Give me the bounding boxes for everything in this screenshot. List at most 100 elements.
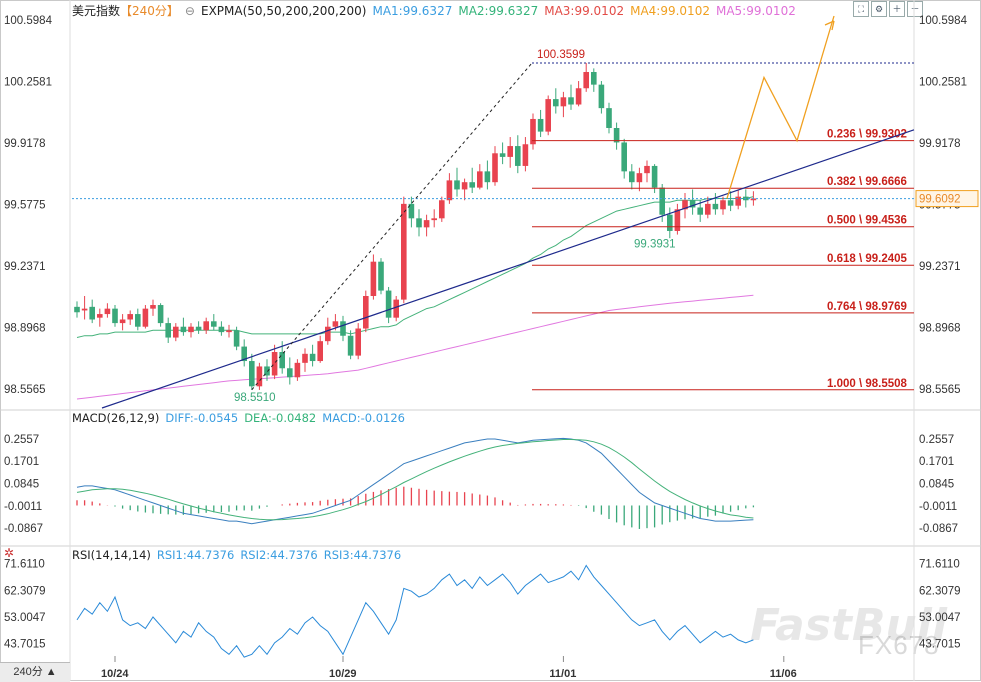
rsi3-value: RSI3:44.7376 (323, 548, 402, 562)
macd-y-tick-left: 0.2557 (4, 434, 39, 446)
candle-body (553, 99, 559, 107)
candle-body (309, 353, 316, 362)
candle-body (408, 203, 415, 219)
candle-body (325, 326, 331, 342)
current-price-box (915, 190, 979, 208)
candle-body (439, 200, 445, 219)
fib-level-label: 0.618 \ 99.2405 (827, 253, 908, 265)
fib-level-label: 0.236 \ 99.9302 (827, 129, 907, 141)
rsi-y-tick-left: 53.0047 (4, 612, 46, 624)
candle-body (332, 321, 339, 327)
candle-body (127, 314, 133, 320)
macd-value: MACD:-0.0126 (322, 411, 406, 425)
current-price-label: 99.6092 (919, 194, 961, 206)
candle-body (720, 200, 726, 210)
candle-body (355, 328, 361, 356)
projection-path (726, 15, 835, 199)
y-tick-left: 99.2371 (4, 261, 46, 273)
candle-body (712, 203, 719, 210)
candle-body (279, 352, 285, 369)
zoom-out-icon[interactable]: － (907, 1, 923, 17)
candle-body (173, 326, 179, 338)
macd-diff: DIFF:-0.0545 (165, 411, 239, 425)
candle-body (613, 128, 620, 143)
rsi1-value: RSI1:44.7376 (156, 548, 235, 562)
y-tick-right: 98.8968 (919, 322, 961, 334)
y-tick-left: 99.5775 (4, 199, 46, 211)
candle-body (218, 326, 225, 333)
y-tick-left: 100.2581 (4, 76, 52, 88)
candle-body (583, 72, 589, 89)
rsi2-value: RSI2:44.7376 (240, 548, 318, 562)
candle-body (271, 352, 278, 376)
candle-body (302, 353, 308, 363)
rsi-y-tick-right: 71.6110 (919, 559, 960, 571)
annotation-low: 99.3931 (634, 239, 676, 251)
rsi-y-tick-left: 62.3079 (4, 585, 46, 597)
settings-icon[interactable]: ⚙ (871, 1, 887, 17)
candle-body (385, 290, 392, 318)
candle-body (203, 321, 209, 331)
candle-body (522, 144, 529, 166)
rsi-header: RSI(14,14,14) RSI1:44.7376 RSI2:44.7376 RSI… (72, 548, 407, 562)
candle-body (423, 220, 430, 228)
candle-body (401, 203, 407, 300)
candle-body (499, 153, 506, 157)
period-button[interactable]: 240分 ▲ (0, 662, 70, 682)
candle-body (735, 196, 741, 206)
x-tick-label: 10/29 (329, 668, 357, 680)
candle-body (378, 261, 384, 291)
fib-level-label: 0.764 \ 98.9769 (827, 301, 907, 313)
candle-body (431, 218, 437, 221)
y-tick-right: 100.2581 (919, 76, 967, 88)
candle-body (211, 321, 217, 327)
candle-body (416, 218, 422, 228)
candle-body (249, 361, 255, 387)
rsi-y-tick-right: 62.3079 (919, 585, 961, 597)
fullscreen-icon[interactable]: ⛶ (853, 1, 869, 17)
macd-y-tick-left: -0.0867 (4, 523, 43, 535)
candle-body (81, 308, 88, 311)
macd-dea: DEA:-0.0482 (244, 411, 317, 425)
candle-body (347, 335, 354, 356)
candle-body (89, 306, 95, 320)
period-label[interactable]: 【240分】 (120, 4, 179, 18)
candle-body (142, 308, 149, 327)
y-tick-right: 100.5984 (919, 15, 968, 27)
y-tick-right: 99.9178 (919, 138, 961, 150)
candle-body (119, 319, 126, 324)
fib-level-label: 1.000 \ 98.5508 (827, 378, 908, 390)
macd-y-tick-left: 0.0845 (4, 478, 39, 490)
y-tick-left: 100.5984 (4, 15, 53, 27)
candle-body (256, 366, 263, 387)
candle-body (598, 84, 605, 109)
candle-body (591, 72, 597, 85)
ma-long-line (76, 294, 754, 400)
candle-body (461, 182, 468, 190)
candle-body (568, 97, 574, 105)
candle-body (492, 153, 498, 183)
candle-body (629, 171, 635, 183)
settings-icon[interactable]: ⊖ (184, 4, 195, 18)
rsi-y-tick-left: 71.6110 (4, 559, 45, 571)
zoom-in-icon[interactable]: ＋ (889, 1, 905, 17)
candle-body (135, 314, 141, 327)
swing-line (251, 62, 533, 391)
x-tick-label: 11/06 (770, 668, 797, 680)
candle-body (226, 330, 232, 333)
gear-icon[interactable]: ✲ (4, 546, 15, 560)
candle-body (454, 180, 460, 190)
annotation-high: 100.3599 (537, 49, 585, 61)
candle-body (667, 214, 673, 231)
instrument-name: 美元指数 (72, 4, 121, 18)
fib-level-label: 0.500 \ 99.4536 (827, 215, 907, 227)
projection-arrow (824, 20, 835, 31)
candle-body (651, 165, 658, 188)
x-tick-label: 10/24 (101, 668, 129, 680)
ma1-value: MA1:99.6327 (372, 4, 453, 18)
y-tick-right: 98.5565 (919, 384, 961, 396)
x-tick-label: 11/01 (549, 668, 576, 680)
y-tick-left: 98.8968 (4, 322, 46, 334)
